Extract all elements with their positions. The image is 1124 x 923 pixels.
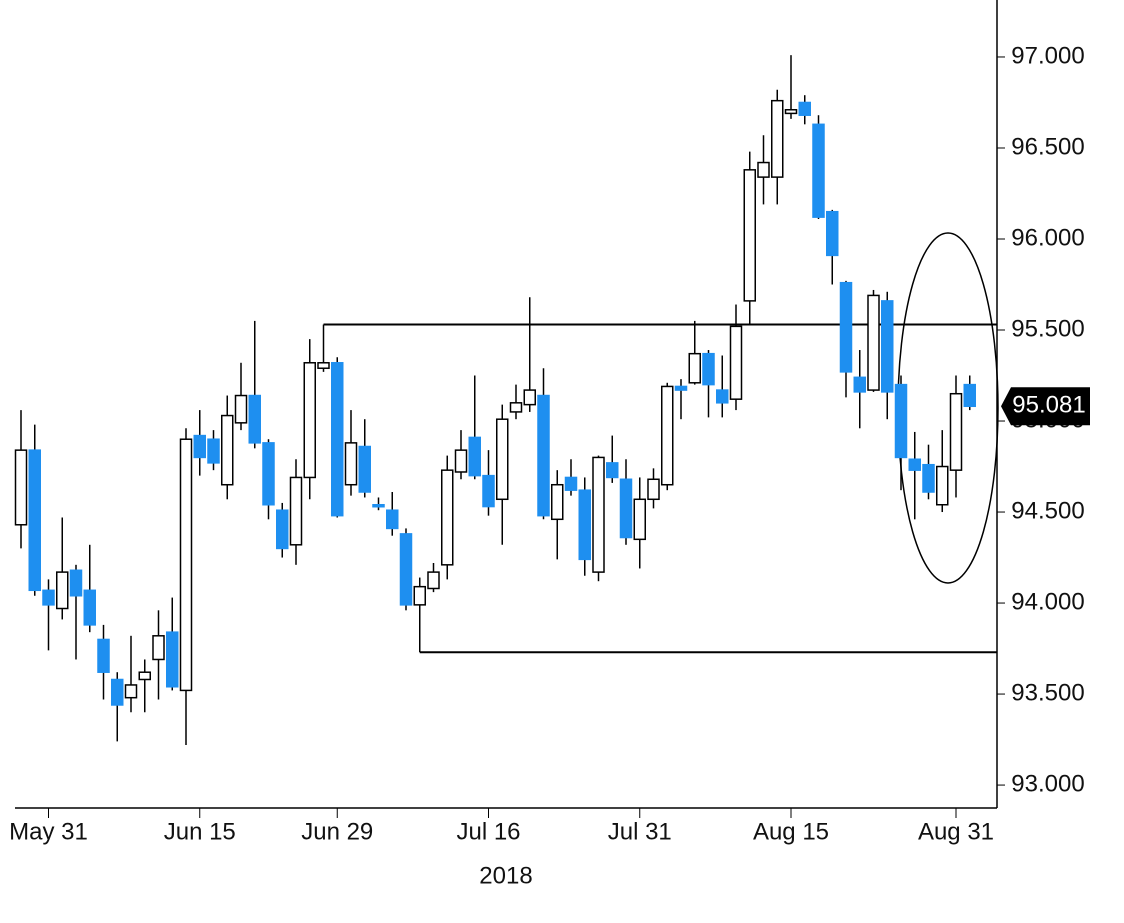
- candle-body: [386, 509, 399, 530]
- candle-body: [839, 281, 853, 373]
- last-price-label: 95.081: [1012, 392, 1085, 419]
- candle-body: [853, 376, 866, 393]
- candle-body: [606, 462, 619, 479]
- candle-body: [564, 476, 578, 491]
- candle-body: [276, 509, 289, 550]
- candle-body: [674, 385, 688, 391]
- y-tick-label: 96.500: [1011, 133, 1084, 160]
- y-tick-label: 93.000: [1011, 770, 1084, 797]
- candle-body: [826, 210, 839, 257]
- last-price-box: [1001, 387, 1090, 426]
- candle-body: [97, 638, 110, 673]
- y-tick-label: 94.500: [1011, 497, 1084, 524]
- candle-body: [331, 362, 344, 517]
- y-tick-label: 96.000: [1011, 224, 1084, 251]
- x-tick-label: May 31: [9, 818, 88, 845]
- candle-body: [56, 571, 69, 610]
- x-tick-label: Jun 15: [164, 818, 236, 845]
- candle-body: [716, 389, 729, 404]
- candle-body: [358, 445, 371, 493]
- y-tick-label: 95.500: [1011, 315, 1084, 342]
- candle-body: [234, 394, 248, 424]
- candle-body: [729, 325, 743, 400]
- candle-body: [262, 442, 275, 506]
- candle-body: [922, 463, 935, 493]
- candle-body: [344, 442, 358, 486]
- candle-body: [193, 434, 206, 459]
- candle-body: [551, 483, 564, 521]
- x-tick-label: Jul 31: [608, 818, 672, 845]
- candle-body: [949, 392, 963, 471]
- candle-body: [28, 449, 41, 592]
- candle-body: [221, 414, 234, 486]
- candle-body: [661, 385, 674, 486]
- candle-body: [83, 589, 96, 626]
- candle-body: [289, 476, 303, 546]
- candle-body: [936, 465, 949, 506]
- candle-body: [42, 589, 55, 606]
- candle-body: [413, 585, 426, 606]
- candle-body: [482, 474, 495, 508]
- candle-body: [757, 161, 770, 178]
- candle-body: [468, 436, 481, 477]
- candle-body: [372, 503, 385, 508]
- y-tick-label: 97.000: [1011, 42, 1084, 69]
- candle-body: [537, 394, 550, 517]
- candle-body: [454, 449, 468, 473]
- candle-body: [14, 449, 28, 526]
- candle-body: [908, 458, 921, 471]
- candle-body: [124, 684, 138, 699]
- x-tick-label: Jun 29: [301, 818, 373, 845]
- candle-body: [111, 678, 124, 706]
- candle-body: [496, 418, 509, 501]
- candle-body: [303, 362, 316, 479]
- y-tick-label: 94.000: [1011, 588, 1084, 615]
- candle-body: [578, 489, 591, 561]
- candle-body: [688, 352, 701, 384]
- candle-body: [743, 169, 756, 302]
- candle-body: [207, 438, 220, 464]
- candle-body: [633, 498, 646, 541]
- candle-body: [509, 402, 523, 413]
- x-axis-label: 2018: [479, 862, 532, 889]
- candle-body: [592, 456, 605, 573]
- candle-body: [427, 571, 440, 590]
- candle-body: [152, 635, 165, 661]
- x-tick-label: Jul 16: [456, 818, 520, 845]
- candle-body: [138, 671, 151, 681]
- candle-body: [867, 294, 880, 391]
- candle-body: [812, 123, 825, 218]
- candle-body: [784, 109, 798, 115]
- x-tick-label: Aug 31: [918, 818, 994, 845]
- candle-body: [166, 631, 179, 688]
- candle-body: [881, 300, 894, 393]
- highlight-ellipse: [897, 232, 999, 584]
- candle-body: [798, 101, 811, 116]
- candle-body: [647, 478, 660, 501]
- candle-body: [894, 383, 908, 459]
- candle-body: [179, 438, 193, 692]
- candle-body: [317, 362, 330, 369]
- candle-body: [523, 389, 536, 406]
- candle-body: [399, 533, 413, 606]
- candle-body: [69, 569, 83, 597]
- candle-body: [441, 469, 454, 566]
- y-tick-label: 93.500: [1011, 679, 1084, 706]
- candle-body: [702, 352, 715, 386]
- candle-body: [963, 383, 976, 408]
- candle-body: [771, 99, 784, 178]
- candle-body: [619, 478, 633, 539]
- candle-body: [248, 394, 261, 444]
- x-tick-label: Aug 15: [753, 818, 829, 845]
